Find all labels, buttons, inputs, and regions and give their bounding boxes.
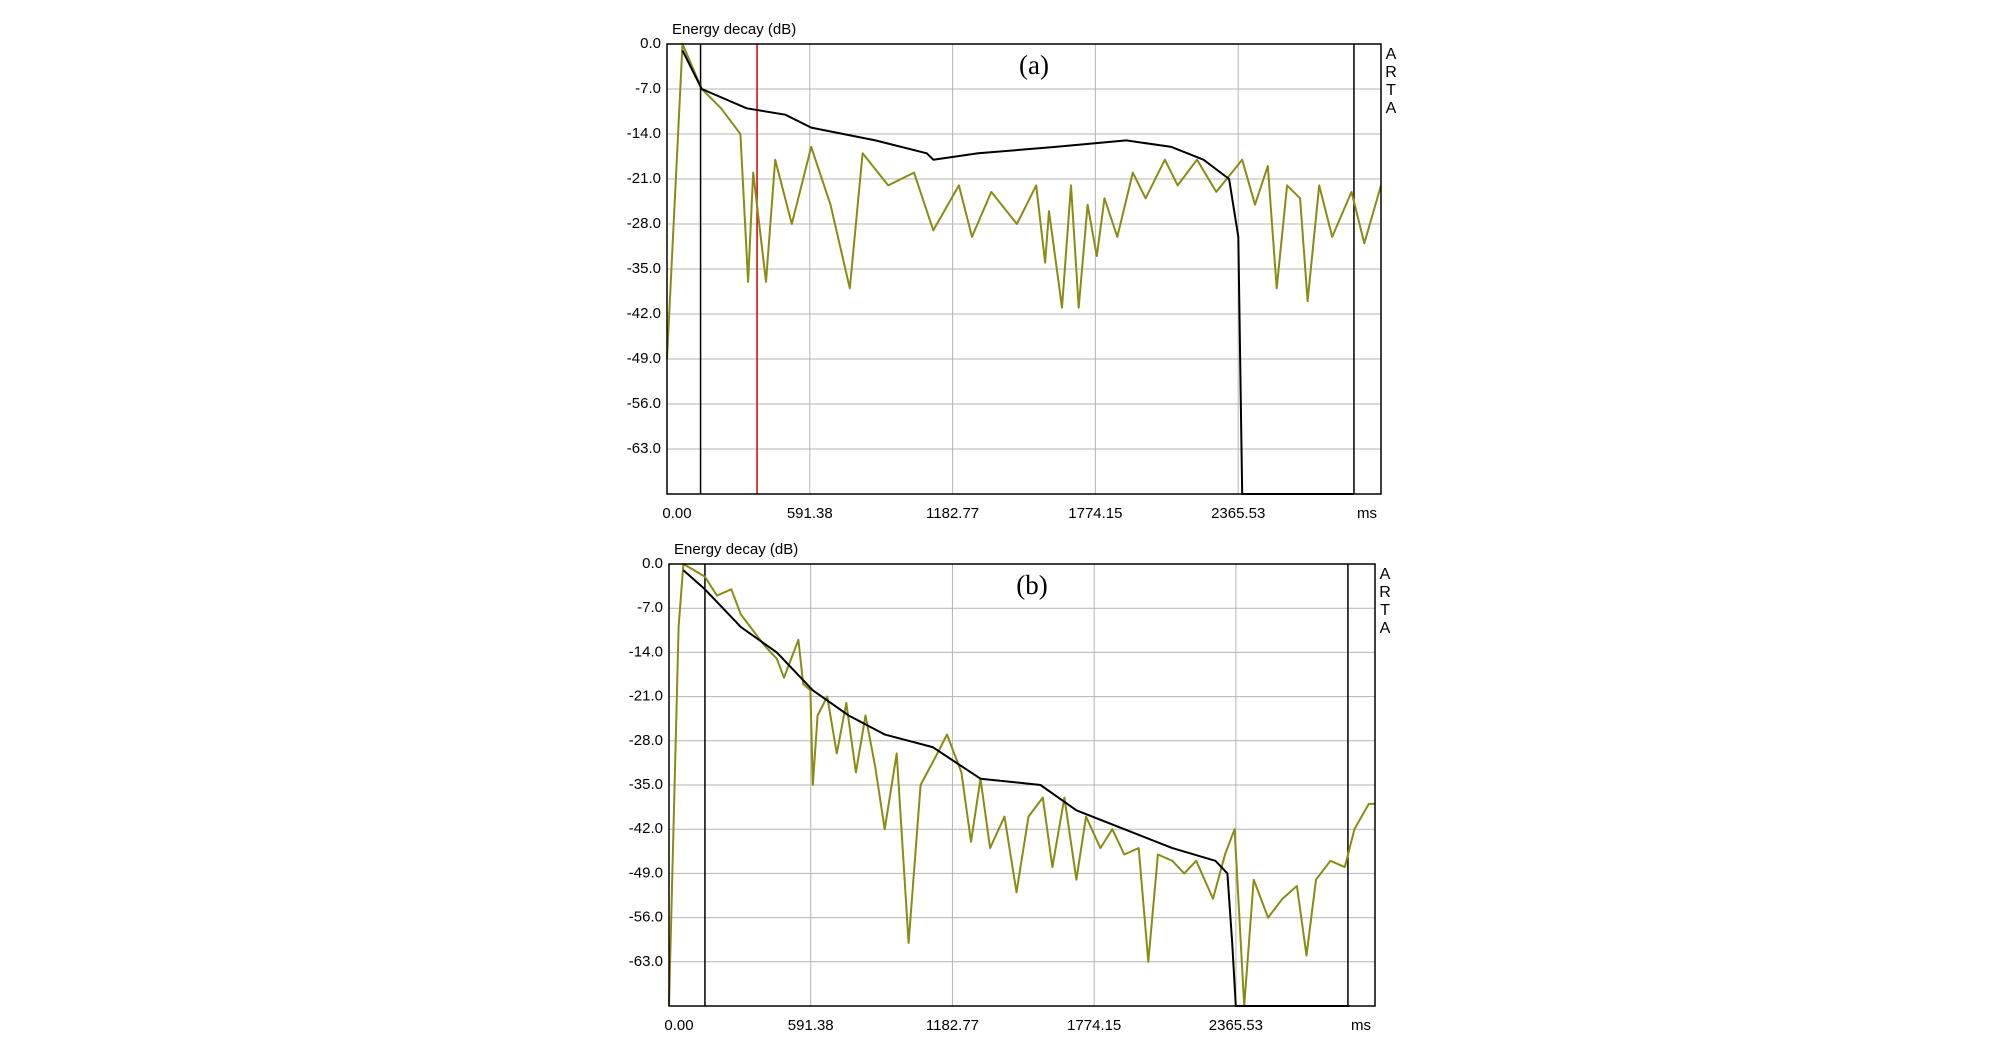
y-tick-label: -56.0: [629, 909, 663, 926]
x-tick-label: 591.38: [788, 1017, 834, 1034]
plot-frame: [668, 563, 1376, 1007]
y-tick-label: -21.0: [627, 170, 661, 187]
decay-curve: [681, 49, 1354, 495]
y-tick-label: -35.0: [629, 776, 663, 793]
decay-curve: [668, 563, 1375, 1007]
x-tick-label: 2365.53: [1211, 505, 1265, 522]
x-tick-label: 591.38: [787, 505, 833, 522]
y-tick-label: 0.0: [642, 555, 663, 572]
y-tick-label: -63.0: [627, 440, 661, 457]
y-tick-label: -42.0: [627, 305, 661, 322]
x-tick-label: 1182.77: [926, 1017, 979, 1034]
x-tick-label: 1182.77: [926, 505, 979, 522]
y-tick-label: -49.0: [629, 864, 663, 881]
y-tick-label: -7.0: [635, 80, 661, 97]
y-tick-label: -21.0: [629, 688, 663, 705]
y-tick-label: -7.0: [637, 599, 663, 616]
y-tick-label: -35.0: [627, 260, 661, 277]
side-label: ARTA: [1383, 46, 1400, 118]
y-tick-label: -49.0: [627, 350, 661, 367]
annotation: (b): [1016, 570, 1047, 600]
y-tick-label: -28.0: [629, 732, 663, 749]
decay-curve: [666, 43, 1382, 360]
y-tick-label: -14.0: [629, 643, 663, 660]
y-axis-label: Energy decay (dB): [672, 21, 796, 38]
x-axis-unit: ms: [1351, 1017, 1371, 1034]
y-tick-label: -14.0: [627, 125, 661, 142]
x-axis-unit: ms: [1357, 505, 1377, 522]
y-tick-label: -28.0: [627, 215, 661, 232]
side-label: ARTA: [1377, 566, 1394, 638]
x-tick-label: 1774.15: [1067, 1017, 1121, 1034]
plot-frame: [666, 43, 1382, 495]
x-tick-label: 0.00: [664, 1017, 693, 1034]
y-tick-label: -42.0: [629, 820, 663, 837]
x-tick-label: 2365.53: [1209, 1017, 1263, 1034]
y-tick-label: -63.0: [629, 953, 663, 970]
x-tick-label: 0.00: [662, 505, 691, 522]
annotation: (a): [1019, 50, 1049, 80]
x-tick-label: 1774.15: [1068, 505, 1122, 522]
y-tick-label: 0.0: [640, 35, 661, 52]
y-axis-label: Energy decay (dB): [674, 541, 798, 558]
decay-curve: [682, 569, 1350, 1007]
y-tick-label: -56.0: [627, 395, 661, 412]
